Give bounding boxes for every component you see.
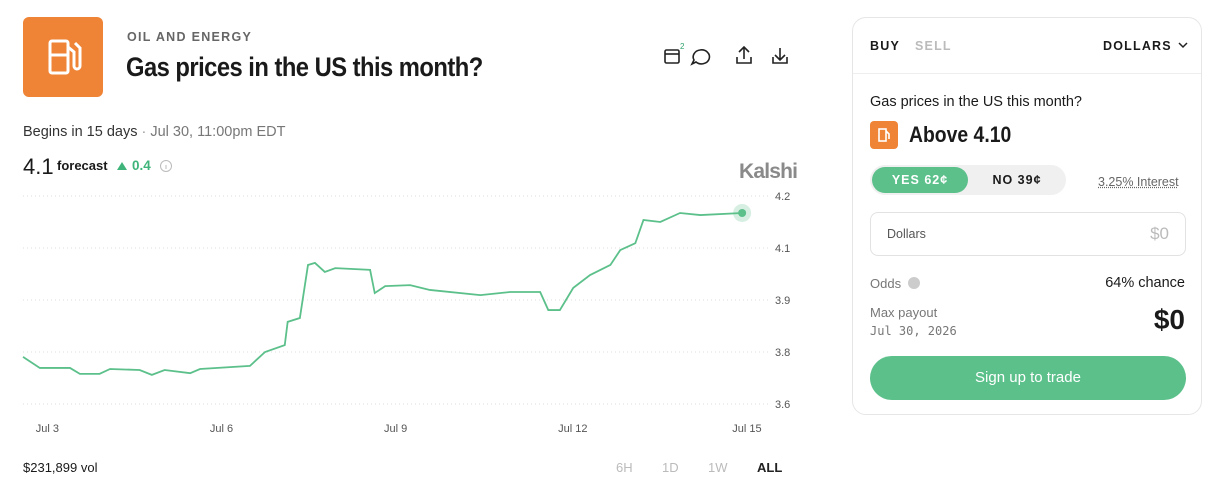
y-tick-label: 3.9	[775, 295, 790, 307]
schedule: Begins in 15 days · Jul 30, 11:00pm EDT	[23, 124, 286, 140]
forecast-value: 4.1	[23, 154, 54, 179]
chevron	[1178, 42, 1188, 49]
category: OIL AND ENERGY	[127, 30, 253, 44]
question: Gas prices in the US this month?	[870, 94, 1082, 110]
begins: Begins in 15 days	[23, 124, 138, 140]
payout-label: Max payout	[870, 305, 938, 320]
forecast-label: forecast	[57, 158, 108, 173]
sell-tab[interactable]: SELL	[915, 39, 952, 53]
range-tab[interactable]: 1D	[662, 460, 679, 475]
amount-input[interactable]: Dollars $0	[870, 212, 1186, 256]
odds-value: 64% chance	[1105, 275, 1185, 291]
odds-label: Odds	[870, 276, 902, 291]
interest-link[interactable]: 3.25% Interest	[1098, 175, 1179, 189]
odds-icon	[908, 277, 920, 289]
x-tick-label: Jul 9	[384, 423, 407, 435]
range-tab[interactable]: 1W	[708, 460, 728, 475]
category-icon	[23, 17, 103, 97]
title: Gas prices in the US this month?	[126, 52, 483, 82]
currency-select[interactable]: DOLLARS	[1103, 39, 1172, 53]
payout-value: $0	[1153, 304, 1185, 335]
toolbar[interactable]: 2	[660, 42, 795, 72]
forecast-change: 0.4	[132, 158, 151, 173]
x-tick-label: Jul 6	[210, 423, 233, 435]
no-button[interactable]: NO 39¢	[992, 173, 1042, 187]
signup-button[interactable]: Sign up to trade	[870, 356, 1186, 400]
y-tick-label: 3.8	[775, 347, 790, 359]
volume: $231,899 vol	[23, 460, 98, 475]
range-tab[interactable]: 6H	[616, 460, 633, 475]
y-tick-label: 4.1	[775, 243, 790, 255]
contract-icon	[870, 121, 898, 149]
y-tick-label: 4.2	[775, 191, 790, 203]
payout-date: Jul 30, 2026	[870, 324, 957, 338]
trade-panel: BUY SELL DOLLARS Gas prices in the US th…	[852, 17, 1202, 415]
divider	[853, 73, 1201, 74]
chart: 4.2 4.1 3.9 3.8 3.6 Jul 3 Jul 6 Jul 9 Jul 12 Jul …	[22, 191, 790, 435]
brand: Kalshi	[739, 160, 798, 183]
yes-button[interactable]: YES 62¢	[872, 167, 968, 193]
x-tick-label: Jul 15	[732, 423, 761, 435]
last-point	[738, 208, 747, 217]
price-line	[22, 212, 743, 376]
input-label: Dollars	[887, 227, 926, 241]
contract: Above 4.10	[909, 122, 1012, 147]
input-value: $0	[1150, 224, 1169, 243]
range-tab[interactable]: ALL	[757, 460, 783, 475]
up-arrow	[117, 162, 127, 170]
begin-date: Jul 30, 11:00pm EDT	[150, 124, 286, 140]
x-tick-label: Jul 3	[36, 423, 59, 435]
buy-tab[interactable]: BUY	[870, 39, 900, 53]
badge: 2	[680, 42, 685, 51]
y-tick-label: 3.6	[775, 399, 790, 411]
fuel-icon	[48, 39, 82, 75]
info-icon[interactable]	[159, 159, 173, 173]
x-tick-label: Jul 12	[558, 423, 587, 435]
